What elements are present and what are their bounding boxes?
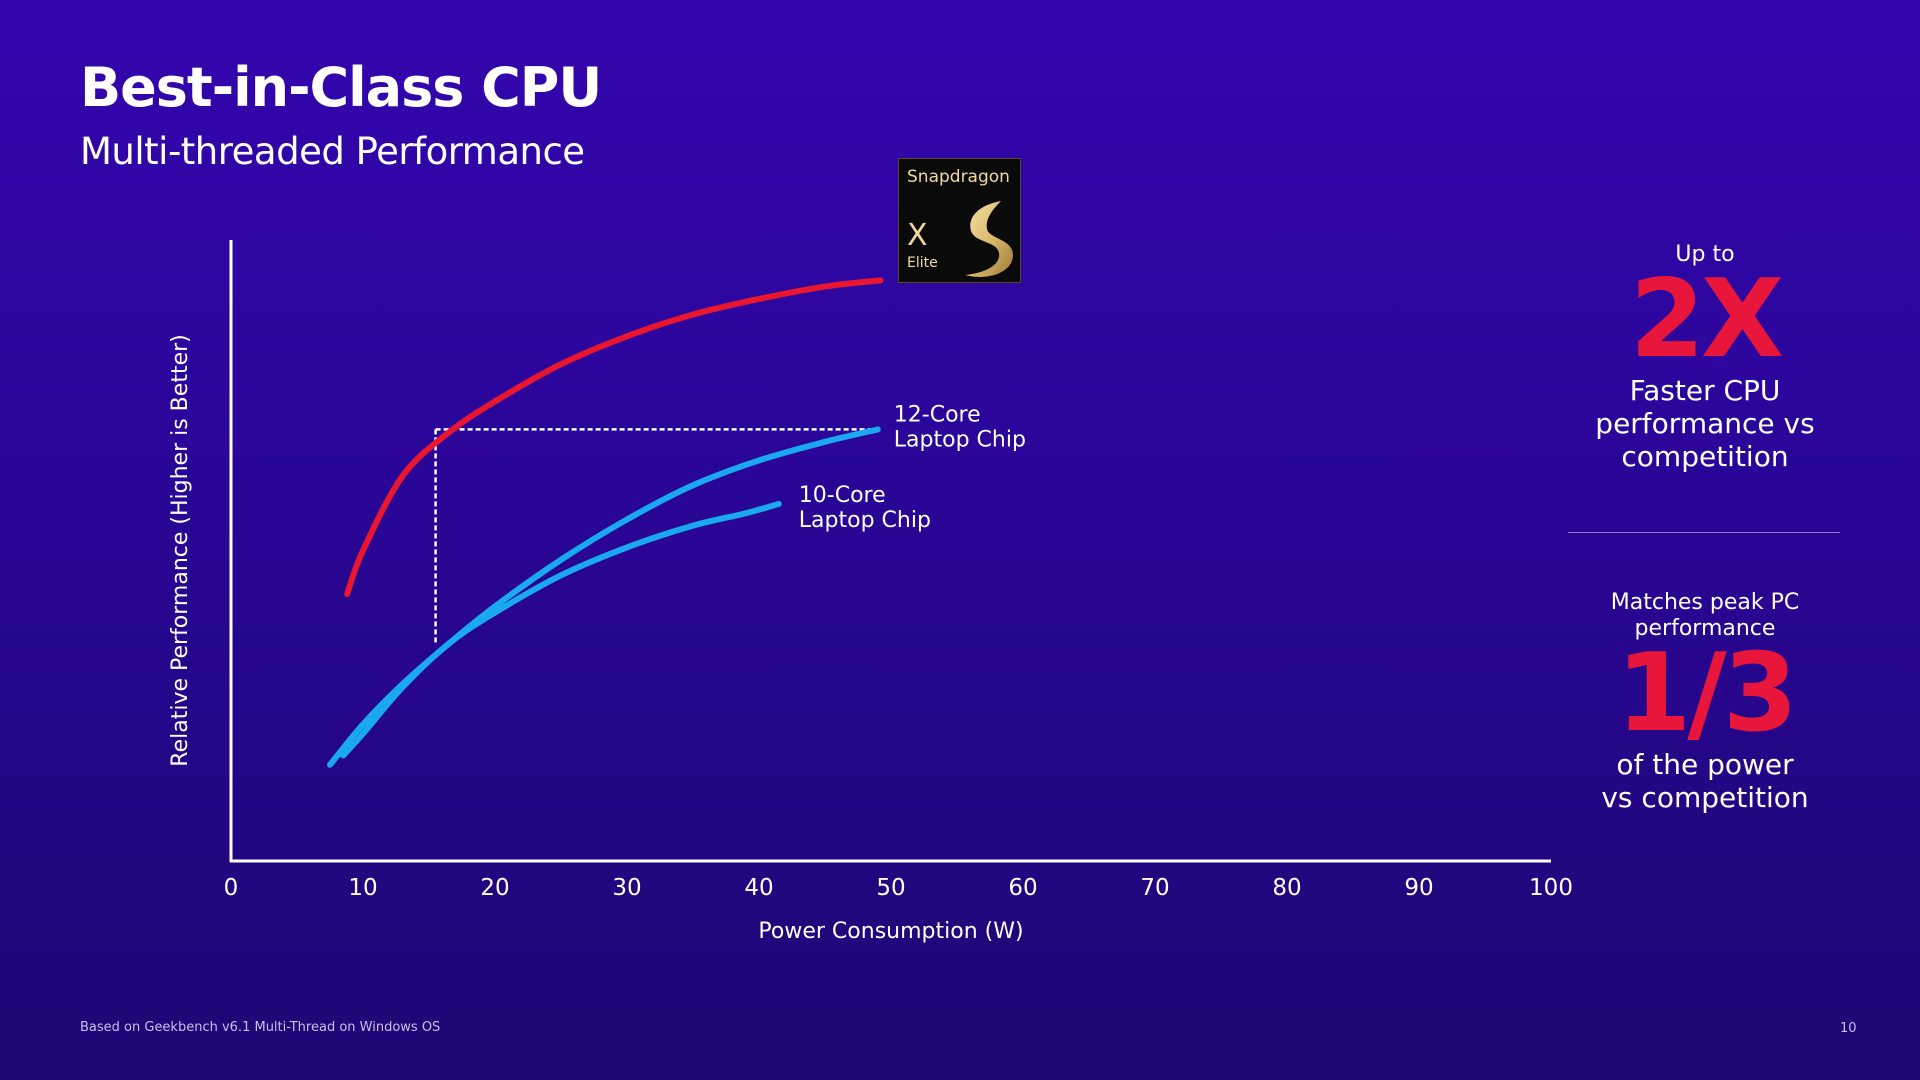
x-tick-label: 20 [480,875,509,901]
stat-faster-cpu: Up to 2X Faster CPU performance vs compe… [1560,242,1850,473]
series-labels: 12-Core Laptop Chip 10-Core Laptop Chip [799,402,1026,533]
series-line-snapdragon-x-elite-line [344,277,884,597]
chart-axes [229,240,1551,863]
logo-brand-text: Snapdragon [907,167,1010,187]
series-lines [327,277,884,768]
x-tick-label: 60 [1008,875,1037,901]
x-tick-label: 30 [612,875,641,901]
y-axis-title: Relative Performance (Higher is Better) [168,334,193,766]
x-tick-label: 10 [348,875,377,901]
series-label-10-core-line1: 10-Core [799,483,886,508]
x-tick-label: 90 [1404,875,1433,901]
stat1-value: 2X [1629,257,1784,382]
stat-divider [1568,532,1840,533]
series-label-10-core: 10-Core Laptop Chip [799,483,931,533]
stat2-line2: vs competition [1601,781,1809,814]
logo-tier-text: Elite [907,255,938,271]
stat2-prefix-line2: performance [1634,616,1776,641]
series-line-twelve-core-line [327,426,881,768]
series-label-12-core-line1: 12-Core [894,402,981,427]
stat2-prefix-line1: Matches peak PC [1610,590,1800,615]
stat1-prefix: Up to [1675,242,1735,267]
series-line-ten-core-line [340,500,782,759]
slide-title: Best-in-Class CPU [80,56,602,119]
x-tick-label: 70 [1140,875,1169,901]
stat2-value: 1/3 [1616,631,1798,756]
stat-power-efficiency: Matches peak PC performance 1/3 of the p… [1560,590,1850,814]
x-tick-labels: 0 10 20 30 40 50 60 70 80 90 100 [224,875,1573,901]
stat1-line1: Faster CPU [1629,374,1781,407]
x-axis-title: Power Consumption (W) [758,919,1023,944]
footnote: Based on Geekbench v6.1 Multi-Thread on … [80,1020,441,1035]
logo-model-text: X [907,218,928,253]
series-label-12-core-line2: Laptop Chip [894,427,1026,452]
x-tick-label: 80 [1272,875,1301,901]
slide-subtitle: Multi-threaded Performance [80,130,585,173]
x-tick-label: 40 [744,875,773,901]
series-label-10-core-line2: Laptop Chip [799,508,931,533]
stat1-line2: performance vs [1595,407,1815,440]
snapdragon-s-emblem-icon [965,201,1013,277]
series-label-12-core: 12-Core Laptop Chip [894,402,1026,452]
x-tick-label: 0 [224,875,239,901]
x-tick-label: 100 [1529,875,1573,901]
snapdragon-x-elite-logo: Snapdragon X Elite [898,158,1021,283]
stat2-line1: of the power [1616,748,1794,781]
dashed-comparison-lines [434,428,878,644]
x-tick-label: 50 [876,875,905,901]
page-number: 10 [1840,1021,1857,1036]
stat1-line3: competition [1621,440,1789,473]
